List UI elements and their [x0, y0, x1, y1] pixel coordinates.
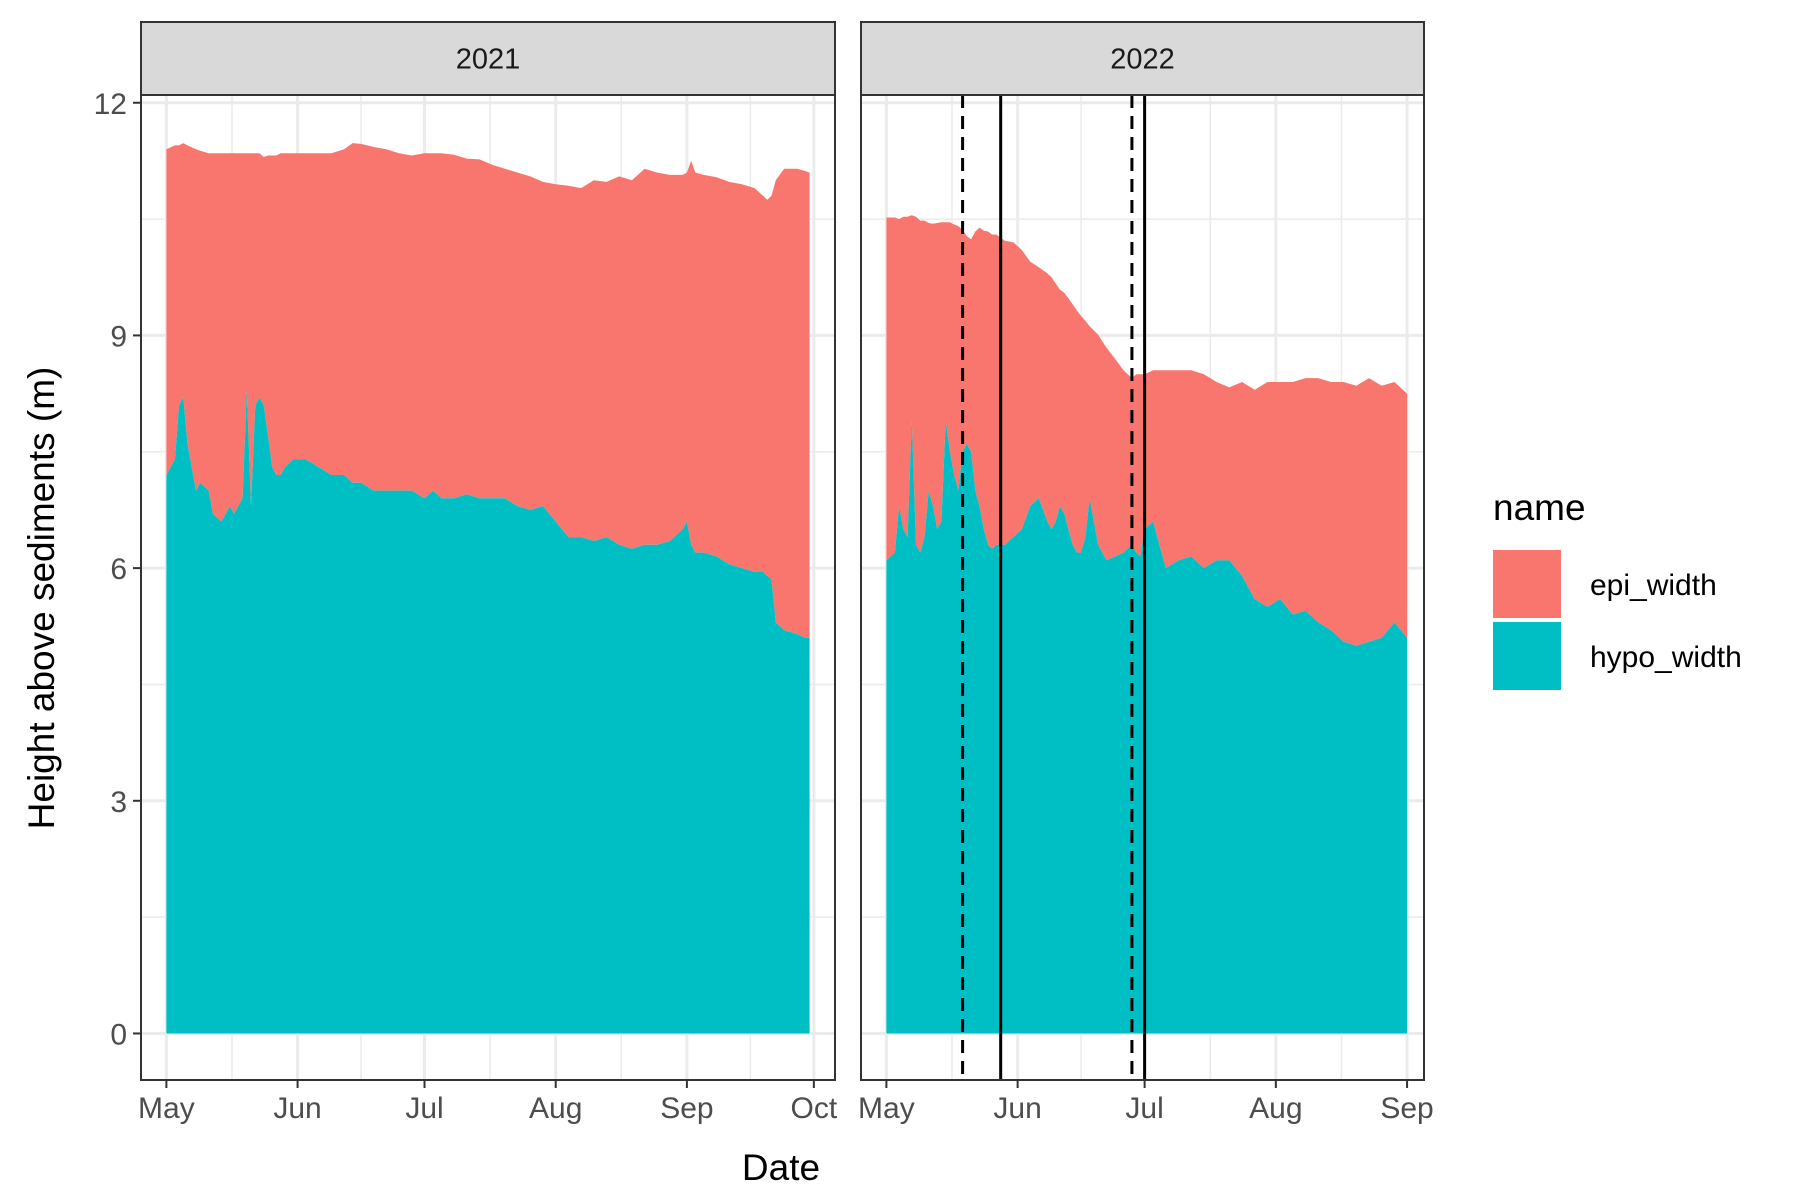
- x-tick-label: Jun: [273, 1092, 321, 1125]
- panel-2022: 2022 May Jun Jul Aug Sep: [858, 21, 1434, 1125]
- x-tick-label: Sep: [660, 1092, 713, 1125]
- facet-strip-label: 2022: [1110, 44, 1175, 76]
- y-tick-label: 12: [94, 88, 127, 121]
- epi-width-area: [166, 143, 810, 638]
- x-tick-label: Aug: [529, 1092, 582, 1125]
- facet-strip-label: 2021: [456, 44, 521, 76]
- legend-key-epi-width: [1493, 550, 1561, 618]
- x-tick-label: Jun: [993, 1092, 1041, 1125]
- y-tick-label: 6: [110, 553, 127, 586]
- y-axis: 0 3 6 9 12: [94, 88, 141, 1051]
- legend-label: hypo_width: [1590, 641, 1742, 674]
- x-tick-label: Jul: [1125, 1092, 1163, 1125]
- legend: name epi_width hypo_width: [1493, 487, 1742, 690]
- legend-key-hypo-width: [1493, 622, 1561, 690]
- x-tick-label: May: [858, 1092, 915, 1125]
- legend-items: epi_width hypo_width: [1493, 550, 1742, 690]
- x-tick-label: Sep: [1380, 1092, 1433, 1125]
- y-tick-label: 9: [110, 320, 127, 353]
- y-tick-label: 0: [110, 1018, 127, 1051]
- facet-strip: [860, 21, 1425, 96]
- legend-label: epi_width: [1590, 569, 1717, 602]
- chart-panels: 2021 May Jun Jul Aug Sep Oct 2022 May Jun Jul Aug Se…: [138, 21, 1434, 1125]
- facet-strip: [140, 21, 836, 96]
- hypo-width-area: [886, 420, 1408, 1034]
- x-tick-label: Oct: [791, 1092, 838, 1125]
- panel-2021: 2021 May Jun Jul Aug Sep Oct: [138, 21, 838, 1125]
- x-tick-label: Aug: [1249, 1092, 1302, 1125]
- y-tick-label: 3: [110, 786, 127, 819]
- x-tick-label: May: [138, 1092, 195, 1125]
- legend-title: name: [1493, 487, 1586, 528]
- x-tick-label: Jul: [405, 1092, 443, 1125]
- hypo-width-area: [166, 389, 810, 1034]
- epi-width-area: [886, 215, 1408, 646]
- y-axis-title: Height above sediments (m): [21, 367, 62, 830]
- x-axis-title: Date: [742, 1147, 820, 1188]
